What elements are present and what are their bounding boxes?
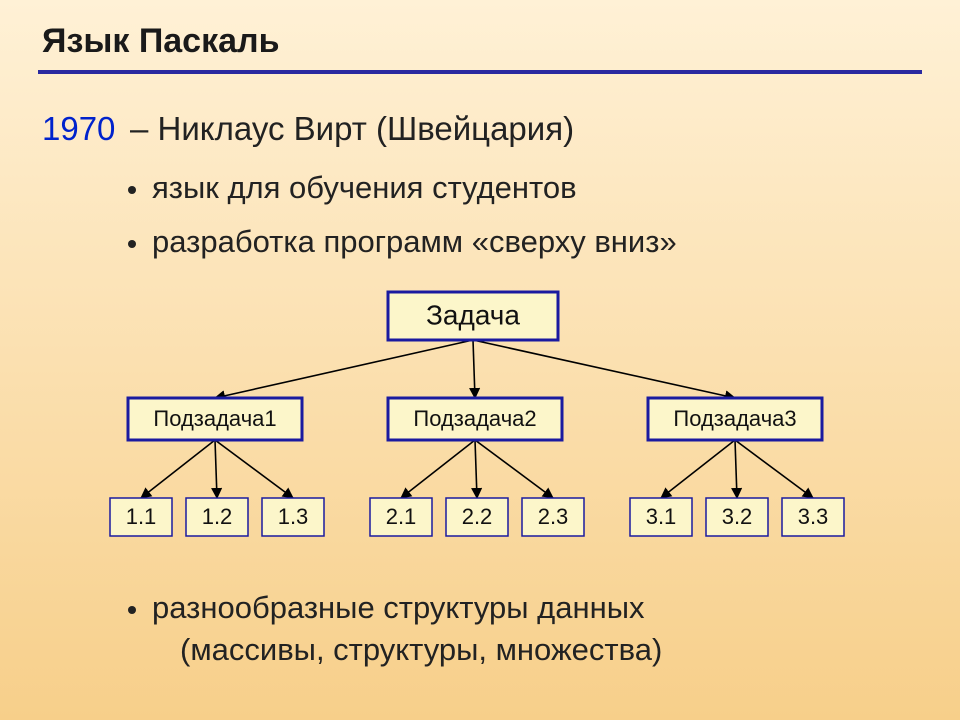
slide-title: Язык Паскаль — [42, 22, 280, 61]
bullet-text-2: разработка программ «сверху вниз» — [152, 224, 677, 260]
tree-edge — [215, 440, 217, 498]
tree-label-leaf-2: 1.3 — [278, 504, 309, 529]
bullet-dot-1 — [128, 186, 136, 194]
tree-edge — [401, 440, 475, 498]
tree-label-leaf-5: 2.3 — [538, 504, 569, 529]
year-text: 1970 — [42, 110, 115, 148]
tree-label-leaf-3: 2.1 — [386, 504, 417, 529]
tree-label-mid-2: Подзадача3 — [673, 406, 796, 431]
tree-edge — [215, 340, 473, 398]
tree-edge — [473, 340, 475, 398]
tree-label-leaf-1: 1.2 — [202, 504, 233, 529]
tree-edge — [735, 440, 737, 498]
tree-diagram: Задача Подзадача1 Подзадача2 Подзадача3 1.1 1… — [0, 286, 960, 564]
tree-edge — [141, 440, 215, 498]
tree-edge — [473, 340, 735, 398]
tree-label-leaf-7: 3.2 — [722, 504, 753, 529]
tree-label-mid-1: Подзадача2 — [413, 406, 536, 431]
tree-edge — [475, 440, 477, 498]
after-year-text: – Никлаус Вирт (Швейцария) — [130, 110, 574, 148]
bullet-text-1: язык для обучения студентов — [152, 170, 577, 206]
bullet-text-3a: разнообразные структуры данных — [152, 590, 645, 626]
bullet-dot-3 — [128, 606, 136, 614]
tree-label-root: Задача — [426, 299, 520, 330]
bullet-dot-2 — [128, 240, 136, 248]
bullet-text-3b: (массивы, структуры, множества) — [180, 632, 662, 668]
tree-edge — [735, 440, 813, 498]
title-rule — [38, 70, 922, 74]
tree-edge — [475, 440, 553, 498]
tree-label-leaf-0: 1.1 — [126, 504, 157, 529]
tree-label-leaf-4: 2.2 — [462, 504, 493, 529]
tree-edge — [661, 440, 735, 498]
tree-label-mid-0: Подзадача1 — [153, 406, 276, 431]
tree-edge — [215, 440, 293, 498]
tree-label-leaf-8: 3.3 — [798, 504, 829, 529]
slide: Язык Паскаль 1970 – Никлаус Вирт (Швейца… — [0, 0, 960, 720]
tree-label-leaf-6: 3.1 — [646, 504, 677, 529]
